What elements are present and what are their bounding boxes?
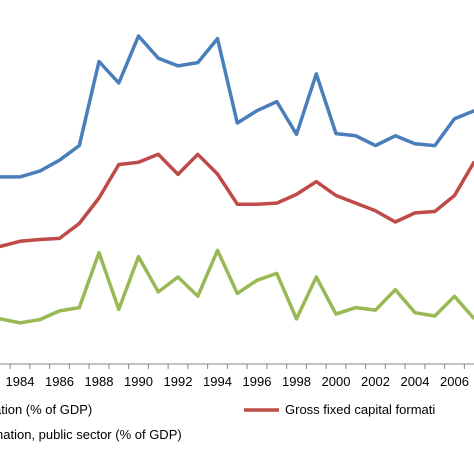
x-tick-label-1998: 1998 bbox=[282, 374, 311, 389]
series-line-3 bbox=[0, 248, 474, 325]
legend-label-series-2: Gross fixed capital formati bbox=[285, 402, 435, 417]
x-axis-tick-labels: 1984 1986 1988 1990 1992 1994 1996 1998 2000 2002… bbox=[6, 374, 469, 389]
x-tick-label-2004: 2004 bbox=[401, 374, 430, 389]
legend-label-series-1: ation (% of GDP) bbox=[0, 402, 92, 417]
x-tick-label-1984: 1984 bbox=[6, 374, 35, 389]
legend-label-series-3: nation, public sector (% of GDP) bbox=[0, 427, 182, 442]
x-tick-label-1986: 1986 bbox=[45, 374, 74, 389]
x-tick-label-1992: 1992 bbox=[164, 374, 193, 389]
x-tick-label-2006: 2006 bbox=[440, 374, 469, 389]
series-lines bbox=[0, 34, 474, 325]
x-tick-label-2002: 2002 bbox=[361, 374, 390, 389]
x-tick-label-1988: 1988 bbox=[85, 374, 114, 389]
series-line-1 bbox=[0, 34, 474, 179]
x-tick-label-1990: 1990 bbox=[124, 374, 153, 389]
x-axis-ticks bbox=[9, 364, 465, 369]
plot-area bbox=[0, 34, 474, 369]
x-tick-label-1996: 1996 bbox=[243, 374, 272, 389]
x-tick-label-1994: 1994 bbox=[203, 374, 232, 389]
x-tick-label-2000: 2000 bbox=[322, 374, 351, 389]
legend: ation (% of GDP) Gross fixed capital for… bbox=[0, 402, 435, 442]
series-line-2 bbox=[0, 152, 474, 249]
